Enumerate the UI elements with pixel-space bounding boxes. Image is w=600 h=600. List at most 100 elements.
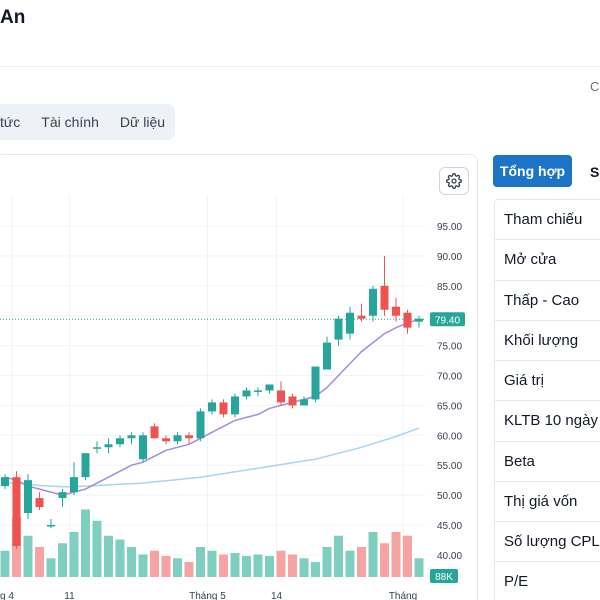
candle-body bbox=[162, 438, 170, 442]
page-title: An bbox=[0, 7, 26, 28]
price-tick-label: 60.00 bbox=[437, 431, 462, 442]
volume-bar bbox=[69, 532, 79, 577]
volume-bar bbox=[46, 558, 56, 577]
price-chart[interactable]: 79.40 95.00 90.00 85.00 75.00 70.00 65.00 60.00… bbox=[0, 195, 478, 600]
volume-bar bbox=[288, 554, 297, 577]
volume-bar bbox=[35, 547, 44, 577]
candle-body bbox=[323, 342, 331, 370]
volume-bar bbox=[357, 547, 366, 577]
candle-body bbox=[12, 477, 21, 546]
price-tick-label: 70.00 bbox=[437, 372, 462, 383]
candle-body bbox=[185, 435, 193, 439]
volume-bar bbox=[380, 543, 389, 577]
last-price-badge bbox=[430, 312, 465, 327]
summary-row-open: Mở cửa bbox=[495, 240, 600, 281]
volume-badge bbox=[430, 569, 458, 583]
candle-body bbox=[311, 366, 320, 400]
summary-row-pe: P/E bbox=[495, 562, 600, 600]
candle-body bbox=[58, 492, 67, 499]
candle-body bbox=[173, 435, 182, 442]
volume-bar bbox=[92, 520, 102, 577]
candle-body bbox=[70, 477, 78, 493]
candle-body bbox=[93, 447, 101, 449]
header-right-link[interactable]: C bbox=[590, 79, 600, 94]
candle-body bbox=[104, 444, 113, 448]
candle-body bbox=[208, 402, 216, 412]
candle-body bbox=[116, 438, 124, 445]
volume-bar bbox=[311, 562, 320, 577]
volume-bar bbox=[242, 556, 251, 577]
candle-body bbox=[415, 318, 423, 322]
volume-bar bbox=[230, 553, 240, 577]
summary-row-market-cap: Thị giá vốn bbox=[495, 482, 600, 522]
price-tick-label: 40.00 bbox=[437, 551, 462, 562]
summary-row-beta: Beta bbox=[495, 442, 600, 482]
tab-finance[interactable]: Tài chính bbox=[41, 114, 99, 130]
volume-bar bbox=[414, 558, 424, 577]
volume-bar bbox=[276, 550, 286, 577]
x-tick-label: Tháng 5 bbox=[189, 591, 226, 600]
candle-body bbox=[81, 453, 90, 478]
volume-bar bbox=[253, 554, 263, 577]
volume-bar bbox=[265, 556, 274, 577]
candle-body bbox=[369, 288, 377, 316]
volume-bar bbox=[127, 547, 136, 577]
candle-body bbox=[300, 399, 308, 406]
price-tick-label: 65.00 bbox=[437, 401, 462, 412]
candle-body bbox=[231, 396, 239, 415]
candle-body bbox=[357, 315, 366, 319]
price-tick-label: 50.00 bbox=[437, 491, 462, 502]
chart-settings-button[interactable] bbox=[439, 167, 469, 195]
volume-bar bbox=[219, 554, 228, 577]
volume-bar bbox=[58, 543, 67, 577]
x-tick-label: 14 bbox=[271, 591, 283, 600]
candle-body bbox=[139, 435, 147, 460]
summary-table: Tham chiếu Mở cửa Thấp - Cao Khối lượng … bbox=[494, 199, 600, 600]
candle-body bbox=[1, 477, 9, 487]
volume-bar bbox=[173, 558, 182, 577]
volume-bar bbox=[207, 550, 217, 577]
ma-slow-line bbox=[5, 427, 420, 488]
volume-bar bbox=[299, 558, 309, 577]
volume-bar bbox=[115, 539, 125, 577]
volume-bar bbox=[184, 562, 194, 577]
candle-body bbox=[219, 402, 228, 415]
price-tick-label: 85.00 bbox=[437, 282, 462, 293]
summary-tab-button[interactable]: Tổng hợp bbox=[493, 155, 572, 187]
last-price-label: 79.40 bbox=[435, 315, 460, 326]
volume-bar bbox=[403, 535, 412, 577]
candle-body bbox=[35, 498, 44, 508]
summary-row-low-high: Thấp - Cao bbox=[495, 281, 600, 321]
candle-body bbox=[277, 390, 285, 403]
x-tick-label: g 4 bbox=[0, 591, 14, 600]
price-tick-label: 75.00 bbox=[437, 342, 462, 353]
volume-bar bbox=[0, 550, 10, 577]
chart-card bbox=[0, 154, 478, 600]
candle-body bbox=[288, 396, 297, 406]
volume-bar bbox=[104, 535, 113, 577]
volume-label: 88K bbox=[435, 572, 453, 583]
summary-row-avg-volume: KLTB 10 ngày bbox=[495, 401, 600, 442]
summary-row-shares: Số lượng CPLH bbox=[495, 522, 600, 563]
candle-body bbox=[403, 312, 412, 328]
volume-bar bbox=[161, 556, 171, 577]
gear-icon bbox=[446, 173, 462, 189]
volume-bar bbox=[150, 550, 159, 577]
candle-body bbox=[150, 426, 159, 439]
candle-body bbox=[380, 285, 389, 310]
volume-bar bbox=[334, 535, 343, 577]
volume-bar bbox=[391, 532, 401, 577]
candle-body bbox=[254, 390, 262, 392]
volume-bar bbox=[368, 532, 378, 577]
price-tick-label: 45.00 bbox=[437, 521, 462, 532]
candle-body bbox=[242, 390, 251, 397]
summary-row-value: Giá trị bbox=[495, 361, 600, 402]
orderbook-tab-button[interactable]: Sổ bbox=[590, 164, 600, 180]
price-tick-label: 95.00 bbox=[437, 222, 462, 233]
candle-body bbox=[196, 411, 205, 439]
candle-body bbox=[265, 384, 274, 391]
volume-bar bbox=[196, 547, 205, 577]
header-divider bbox=[0, 66, 600, 67]
tab-data[interactable]: Dữ liệu bbox=[119, 114, 166, 130]
tab-news[interactable]: tức bbox=[0, 114, 21, 130]
